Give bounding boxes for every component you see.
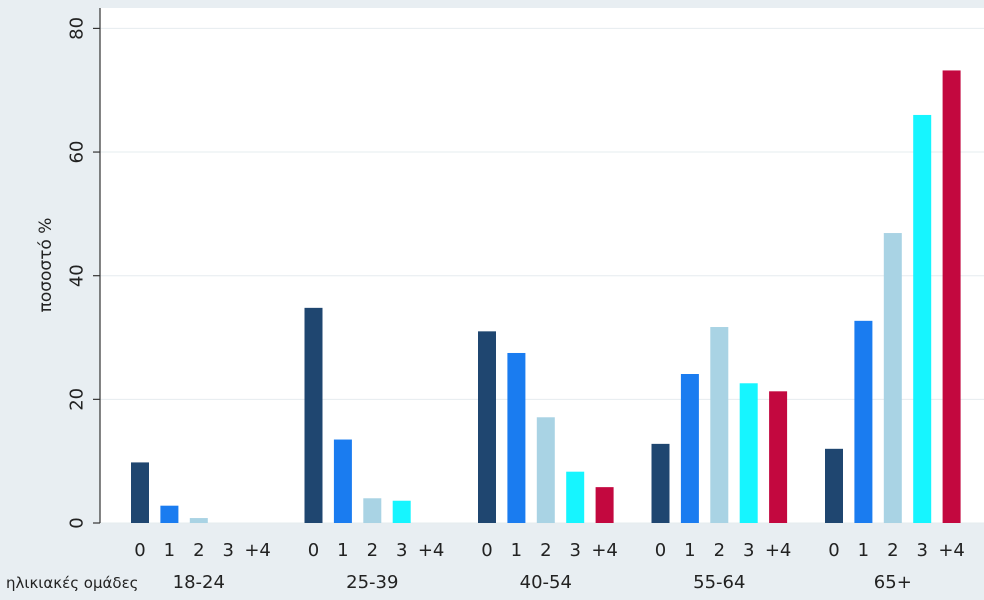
bar — [913, 114, 932, 523]
bar — [131, 462, 149, 523]
x-category-label: 40-54 — [520, 572, 572, 593]
bar — [854, 320, 873, 523]
x-subcategory-label: 1 — [858, 540, 869, 561]
bar — [507, 352, 526, 523]
y-tick-label: 80 — [66, 17, 87, 40]
x-subcategory-label: 2 — [540, 540, 551, 561]
y-tick-label: 20 — [66, 388, 87, 411]
x-subcategory-label: +4 — [244, 540, 271, 561]
bar — [651, 443, 670, 523]
x-subcategory-label: 1 — [337, 540, 348, 561]
x-subcategory-label: 3 — [222, 540, 233, 561]
x-category-label: 18-24 — [173, 572, 225, 593]
x-category-label: 55-64 — [693, 572, 745, 593]
x-subcategory-label: 3 — [396, 540, 407, 561]
x-subcategory-label: +4 — [938, 540, 965, 561]
x-subcategory-label: 0 — [481, 540, 492, 561]
x-subcategory-label: 3 — [916, 540, 927, 561]
bar — [189, 518, 208, 523]
x-subcategory-label: 1 — [164, 540, 175, 561]
x-subcategory-label: 2 — [367, 540, 378, 561]
bar — [478, 331, 496, 523]
bar — [883, 233, 902, 523]
bar — [363, 498, 382, 523]
bar — [595, 487, 614, 523]
x-subcategory-label: 3 — [569, 540, 580, 561]
x-subcategory-label: 0 — [828, 540, 839, 561]
x-subcategory-label: 1 — [511, 540, 522, 561]
x-subcategory-label: 0 — [134, 540, 145, 561]
bar — [160, 505, 179, 523]
bar — [710, 327, 729, 523]
x-subcategory-label: +4 — [765, 540, 792, 561]
bar — [566, 471, 585, 523]
x-category-label: 65+ — [874, 572, 912, 593]
bar — [333, 439, 352, 523]
x-subcategory-label: 3 — [743, 540, 754, 561]
bar — [392, 500, 411, 523]
y-axis-title: ποσοστό % — [36, 218, 56, 313]
x-subcategory-label: 0 — [308, 540, 319, 561]
bar — [769, 391, 788, 523]
y-tick-label: 0 — [66, 517, 87, 528]
x-subcategory-label: 0 — [655, 540, 666, 561]
bar — [825, 448, 843, 523]
bar — [739, 383, 758, 523]
x-subcategory-label: 1 — [684, 540, 695, 561]
y-tick-label: 40 — [66, 264, 87, 287]
x-subcategory-label: 2 — [714, 540, 725, 561]
bar — [680, 374, 699, 523]
bar — [536, 417, 555, 523]
y-tick-label: 60 — [66, 141, 87, 164]
x-subcategory-label: 2 — [887, 540, 898, 561]
bar — [942, 70, 961, 523]
x-subcategory-label: +4 — [591, 540, 618, 561]
x-subcategory-label: 2 — [193, 540, 204, 561]
x-category-label: 25-39 — [346, 572, 398, 593]
x-axis-title: ηλικιακές ομάδες — [6, 574, 138, 592]
x-subcategory-label: +4 — [418, 540, 445, 561]
bar — [304, 307, 323, 523]
